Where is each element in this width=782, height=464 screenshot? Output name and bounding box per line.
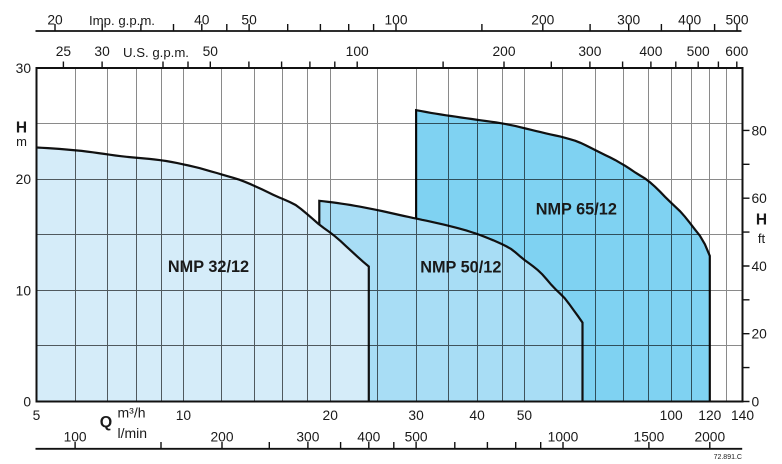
svg-text:200: 200	[492, 44, 515, 59]
svg-text:H: H	[16, 120, 27, 137]
svg-text:72.891.C: 72.891.C	[714, 454, 742, 461]
svg-text:200: 200	[210, 430, 233, 445]
svg-text:l/min: l/min	[118, 425, 148, 441]
svg-text:600: 600	[725, 44, 748, 59]
svg-text:0: 0	[752, 395, 760, 410]
svg-text:40: 40	[752, 259, 768, 274]
svg-text:10: 10	[16, 283, 32, 298]
svg-text:50: 50	[203, 44, 219, 59]
svg-text:100: 100	[660, 408, 683, 423]
svg-text:500: 500	[687, 44, 710, 59]
svg-text:m: m	[16, 134, 27, 149]
svg-text:H: H	[756, 212, 767, 229]
svg-text:60: 60	[752, 191, 768, 206]
svg-text:20: 20	[47, 13, 63, 28]
svg-text:5: 5	[33, 408, 41, 423]
svg-text:80: 80	[752, 123, 768, 138]
svg-text:1000: 1000	[548, 430, 579, 445]
svg-text:400: 400	[678, 13, 701, 28]
svg-text:ft: ft	[758, 231, 766, 246]
svg-text:300: 300	[578, 44, 601, 59]
svg-text:40: 40	[469, 408, 485, 423]
svg-text:50: 50	[517, 408, 533, 423]
svg-text:100: 100	[384, 13, 407, 28]
svg-text:300: 300	[296, 430, 319, 445]
svg-text:100: 100	[64, 430, 87, 445]
svg-text:NMP 65/12: NMP 65/12	[536, 201, 617, 219]
svg-text:500: 500	[725, 13, 748, 28]
svg-text:20: 20	[16, 172, 32, 187]
svg-text:Imp. g.p.m.: Imp. g.p.m.	[89, 13, 155, 28]
svg-text:1500: 1500	[634, 430, 665, 445]
svg-text:m³/h: m³/h	[118, 405, 146, 421]
svg-text:140: 140	[731, 408, 754, 423]
svg-text:500: 500	[405, 430, 428, 445]
svg-text:NMP 32/12: NMP 32/12	[168, 258, 249, 276]
svg-text:0: 0	[23, 395, 31, 410]
svg-text:400: 400	[639, 44, 662, 59]
svg-text:2000: 2000	[694, 430, 725, 445]
svg-text:20: 20	[752, 327, 768, 342]
svg-text:30: 30	[408, 408, 424, 423]
svg-text:200: 200	[531, 13, 554, 28]
svg-text:300: 300	[617, 13, 640, 28]
svg-text:40: 40	[194, 13, 210, 28]
svg-text:NMP 50/12: NMP 50/12	[420, 259, 501, 277]
svg-text:20: 20	[323, 408, 339, 423]
svg-text:Q: Q	[100, 414, 112, 431]
svg-text:25: 25	[56, 44, 72, 59]
svg-text:400: 400	[357, 430, 380, 445]
svg-text:120: 120	[698, 408, 721, 423]
svg-text:10: 10	[176, 408, 192, 423]
svg-text:30: 30	[16, 61, 32, 76]
svg-text:U.S. g.p.m.: U.S. g.p.m.	[123, 45, 189, 60]
svg-text:30: 30	[94, 44, 110, 59]
svg-text:100: 100	[346, 44, 369, 59]
svg-text:50: 50	[241, 13, 257, 28]
